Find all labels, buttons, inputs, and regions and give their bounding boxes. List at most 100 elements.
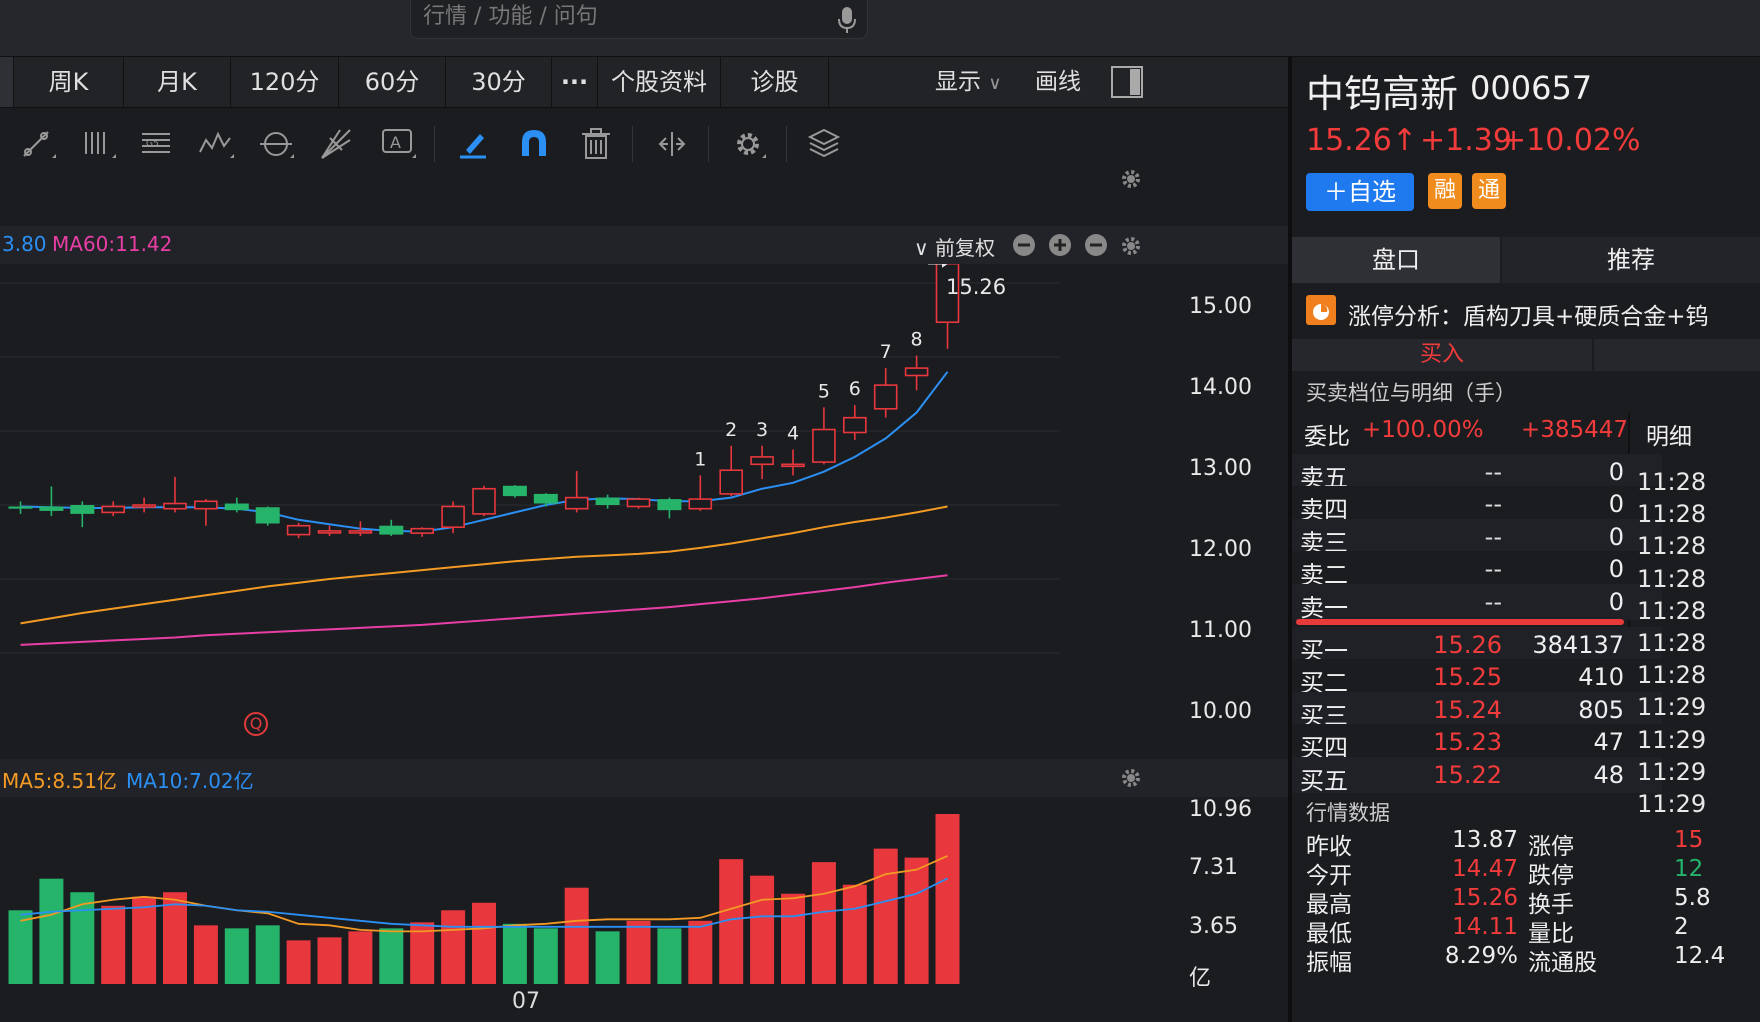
bid-row[interactable]: 买二 15.25 410 xyxy=(1292,659,1662,697)
level-price: 15.22 xyxy=(1433,760,1502,789)
price-tick: 14.00 xyxy=(1189,375,1252,400)
td-count-label: 5 xyxy=(818,380,830,402)
gear-icon[interactable] xyxy=(728,124,768,164)
ma-line-magenta xyxy=(20,574,948,646)
candle-body xyxy=(39,506,64,511)
stock-code: 000657 xyxy=(1470,69,1593,107)
candle-body xyxy=(379,525,404,535)
bid-row[interactable]: 买一 15.26 384137 xyxy=(1292,627,1662,665)
chevron-down-icon: ∨ xyxy=(914,236,929,260)
chart-settings-icon[interactable] xyxy=(1118,166,1144,196)
ma-partial-value: 3.80 xyxy=(2,232,47,256)
td-count-label: 7 xyxy=(880,341,892,363)
candle-body xyxy=(719,469,744,495)
price-tick: 13.00 xyxy=(1189,456,1252,481)
ask-row[interactable]: 卖一 -- 0 xyxy=(1292,583,1662,622)
wave-tool-icon[interactable] xyxy=(196,124,236,164)
ask-row[interactable]: 卖二 -- 0 xyxy=(1292,551,1662,589)
bid-row[interactable]: 买三 15.24 805 xyxy=(1292,691,1662,730)
tab-month[interactable]: 月K xyxy=(124,57,231,107)
panel-divider[interactable] xyxy=(1288,57,1292,1022)
line-tool-icon[interactable] xyxy=(18,124,58,164)
ask-row[interactable]: 卖三 -- 0 xyxy=(1292,518,1662,557)
tab-week[interactable]: 周K xyxy=(14,57,124,107)
magnet-icon[interactable] xyxy=(514,124,554,164)
more-tabs-button[interactable]: ··· xyxy=(552,57,598,107)
volume-chart[interactable] xyxy=(0,797,1185,987)
adjust-dropdown[interactable]: ∨ 前复权 xyxy=(914,232,995,261)
volume-bar xyxy=(39,878,64,984)
svg-text:G5: G5 xyxy=(146,139,159,149)
quote-value: 12.4 xyxy=(1674,943,1726,969)
quote-label: 最高 xyxy=(1306,892,1352,918)
tab-recommend[interactable]: 推荐 xyxy=(1502,237,1760,283)
volume-bar xyxy=(781,893,805,984)
fibonacci-icon[interactable]: G5 xyxy=(136,124,176,164)
volume-settings-icon[interactable] xyxy=(1118,765,1144,795)
microphone-icon[interactable] xyxy=(837,6,857,38)
quote-section-title: 行情数据 xyxy=(1306,801,1390,825)
quote-value: 14.47 xyxy=(1452,856,1518,882)
tab-120min[interactable]: 120分 xyxy=(231,57,339,107)
buy-tab[interactable]: 买入 xyxy=(1292,339,1592,371)
gann-fan-icon[interactable] xyxy=(316,124,356,164)
weibi-pct: +100.00% xyxy=(1362,417,1484,443)
indicator-settings-icon[interactable] xyxy=(1118,233,1144,263)
svg-text:A: A xyxy=(390,133,401,152)
text-annotation-icon[interactable]: A xyxy=(378,124,418,164)
cycle-tool-icon[interactable] xyxy=(256,124,296,164)
sell-tab-area[interactable] xyxy=(1594,339,1760,371)
parallel-lines-icon[interactable] xyxy=(78,124,118,164)
quote-value: 12 xyxy=(1674,856,1704,882)
pen-icon[interactable] xyxy=(454,124,494,164)
volume-bar xyxy=(873,848,898,984)
candle-body xyxy=(8,506,33,509)
tab-30min[interactable]: 30分 xyxy=(446,57,552,107)
connect-badge[interactable]: 通 xyxy=(1472,173,1506,209)
tab-profile[interactable]: 个股资料 xyxy=(598,57,721,107)
tab-60min[interactable]: 60分 xyxy=(339,57,446,107)
tab-diagnosis[interactable]: 诊股 xyxy=(721,57,829,107)
volume-bar xyxy=(193,925,218,984)
bid-row[interactable]: 买四 15.23 47 xyxy=(1292,724,1662,762)
zoom-plus-icon[interactable] xyxy=(1048,233,1072,261)
volume-bar xyxy=(70,892,95,984)
level-price: -- xyxy=(1484,522,1502,551)
candlestick-chart[interactable]: 123456789 xyxy=(0,264,1185,759)
collapse-icon[interactable] xyxy=(1084,233,1108,261)
last-price-label: 15.26 xyxy=(946,275,1007,299)
level-price: -- xyxy=(1484,490,1502,519)
candle-body xyxy=(688,498,713,510)
level-volume: 0 xyxy=(1608,490,1624,519)
layers-icon[interactable] xyxy=(804,124,844,164)
volume-bar xyxy=(132,896,157,984)
split-arrows-icon[interactable] xyxy=(652,124,692,164)
td-count-label: 2 xyxy=(725,419,737,441)
td-count-label: 6 xyxy=(849,378,861,400)
search-input[interactable] xyxy=(421,3,825,30)
panel-toggle-icon[interactable] xyxy=(1110,65,1144,103)
display-dropdown[interactable]: 显示 ∨ xyxy=(935,57,1002,107)
zoom-minus-icon[interactable] xyxy=(1012,233,1036,261)
search-box[interactable] xyxy=(410,0,868,39)
toolbar-separator xyxy=(632,126,633,162)
drawing-toolbar: G5 A xyxy=(0,108,1290,180)
bid-row[interactable]: 买五 15.22 48 xyxy=(1292,756,1662,795)
volume-bar xyxy=(688,920,713,984)
level-price: 15.26 xyxy=(1433,631,1502,659)
add-watchlist-button[interactable]: ＋自选 xyxy=(1306,173,1414,211)
ask-row[interactable]: 卖四 -- 0 xyxy=(1292,486,1662,524)
stock-change-pct: +10.02% xyxy=(1501,123,1641,158)
draw-button[interactable]: 画线 xyxy=(1035,69,1081,95)
toolbar-separator xyxy=(708,126,709,162)
volume-bar xyxy=(8,910,33,984)
limit-up-analysis[interactable]: 涨停分析：盾构刀具+硬质合金+钨 xyxy=(1348,304,1709,330)
volume-bar xyxy=(255,925,280,984)
margin-badge[interactable]: 融 xyxy=(1428,173,1462,209)
tab-orderbook[interactable]: 盘口 xyxy=(1292,237,1500,283)
event-marker[interactable]: Q xyxy=(244,712,268,736)
level-volume: 805 xyxy=(1578,695,1624,724)
ask-row[interactable]: 卖五 -- 0 xyxy=(1292,454,1662,492)
trash-icon[interactable] xyxy=(576,124,616,164)
trade-time: 11:28 xyxy=(1637,596,1707,625)
